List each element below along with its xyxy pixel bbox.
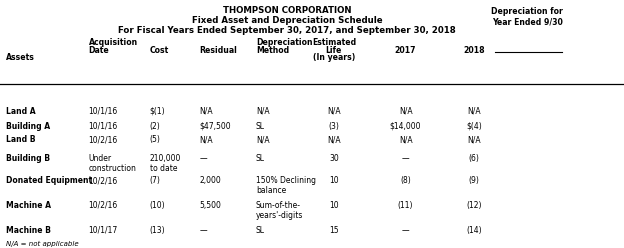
Text: Donated Equipment: Donated Equipment xyxy=(6,176,92,185)
Text: N/A: N/A xyxy=(200,107,213,116)
Text: N/A: N/A xyxy=(327,135,341,144)
Text: 10: 10 xyxy=(329,176,339,185)
Text: 10: 10 xyxy=(329,201,339,210)
Text: Life: Life xyxy=(326,46,342,55)
Text: Cost: Cost xyxy=(150,46,169,55)
Text: 30: 30 xyxy=(329,154,339,163)
Text: (11): (11) xyxy=(398,201,413,210)
Text: Machine A: Machine A xyxy=(6,201,51,210)
Text: SL: SL xyxy=(256,226,265,235)
Text: Depreciation for: Depreciation for xyxy=(491,7,563,16)
Text: 15: 15 xyxy=(329,226,339,235)
Text: $(4): $(4) xyxy=(466,122,482,130)
Text: 2018: 2018 xyxy=(464,46,485,55)
Text: (14): (14) xyxy=(466,226,482,235)
Text: Building A: Building A xyxy=(6,122,51,130)
Text: Depreciation: Depreciation xyxy=(256,38,313,47)
Text: (6): (6) xyxy=(469,154,480,163)
Text: 10/1/17: 10/1/17 xyxy=(89,226,118,235)
Text: 10/1/16: 10/1/16 xyxy=(89,122,118,130)
Text: N/A: N/A xyxy=(200,135,213,144)
Text: (12): (12) xyxy=(467,201,482,210)
Text: N/A: N/A xyxy=(327,107,341,116)
Text: For Fiscal Years Ended September 30, 2017, and September 30, 2018: For Fiscal Years Ended September 30, 201… xyxy=(118,26,456,35)
Text: Sum-of-the-
years'-digits: Sum-of-the- years'-digits xyxy=(256,201,303,220)
Text: 2,000: 2,000 xyxy=(200,176,222,185)
Text: SL: SL xyxy=(256,122,265,130)
Text: Building B: Building B xyxy=(6,154,51,163)
Text: Fixed Asset and Depreciation Schedule: Fixed Asset and Depreciation Schedule xyxy=(192,16,383,25)
Text: Land A: Land A xyxy=(6,107,36,116)
Text: N/A: N/A xyxy=(399,135,412,144)
Text: Estimated: Estimated xyxy=(312,38,356,47)
Text: (8): (8) xyxy=(400,176,411,185)
Text: Method: Method xyxy=(256,46,289,55)
Text: —: — xyxy=(200,226,207,235)
Text: —: — xyxy=(402,154,409,163)
Text: N/A: N/A xyxy=(256,135,270,144)
Text: Land B: Land B xyxy=(6,135,36,144)
Text: Assets: Assets xyxy=(6,53,35,62)
Text: 10/2/16: 10/2/16 xyxy=(89,135,118,144)
Text: Machine B: Machine B xyxy=(6,226,51,235)
Text: —: — xyxy=(402,226,409,235)
Text: 210,000
to date: 210,000 to date xyxy=(150,154,181,173)
Text: N/A: N/A xyxy=(256,107,270,116)
Text: 10/2/16: 10/2/16 xyxy=(89,176,118,185)
Text: Residual: Residual xyxy=(200,46,238,55)
Text: Under
construction: Under construction xyxy=(89,154,137,173)
Text: 2017: 2017 xyxy=(395,46,416,55)
Text: (10): (10) xyxy=(150,201,165,210)
Text: N/A: N/A xyxy=(399,107,412,116)
Text: (3): (3) xyxy=(328,122,339,130)
Text: (5): (5) xyxy=(150,135,160,144)
Text: SL: SL xyxy=(256,154,265,163)
Text: N/A: N/A xyxy=(467,107,481,116)
Text: 150% Declining
balance: 150% Declining balance xyxy=(256,176,316,195)
Text: $(1): $(1) xyxy=(150,107,165,116)
Text: $14,000: $14,000 xyxy=(390,122,421,130)
Text: THOMPSON CORPORATION: THOMPSON CORPORATION xyxy=(223,6,351,15)
Text: (In years): (In years) xyxy=(313,53,355,62)
Text: (13): (13) xyxy=(150,226,165,235)
Text: 10/2/16: 10/2/16 xyxy=(89,201,118,210)
Text: N/A: N/A xyxy=(467,135,481,144)
Text: Date: Date xyxy=(89,46,109,55)
Text: 5,500: 5,500 xyxy=(200,201,222,210)
Text: $47,500: $47,500 xyxy=(200,122,232,130)
Text: 10/1/16: 10/1/16 xyxy=(89,107,118,116)
Text: (9): (9) xyxy=(469,176,480,185)
Text: N/A = not applicable: N/A = not applicable xyxy=(6,241,79,247)
Text: —: — xyxy=(200,154,207,163)
Text: (7): (7) xyxy=(150,176,160,185)
Text: Acquisition: Acquisition xyxy=(89,38,138,47)
Text: (2): (2) xyxy=(150,122,160,130)
Text: Year Ended 9/30: Year Ended 9/30 xyxy=(492,17,563,26)
